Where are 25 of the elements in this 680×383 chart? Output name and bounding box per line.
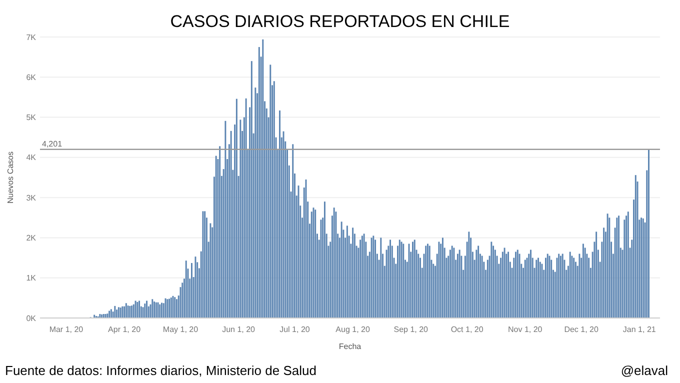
chart-title: CASOS DIARIOS REPORTADOS EN CHILE <box>170 12 510 31</box>
y-tick-label: 6K <box>26 72 37 82</box>
x-tick-label: Jan 1, 21 <box>622 325 656 334</box>
x-tick-label: Jun 1, 20 <box>222 325 256 334</box>
x-tick-label: May 1, 20 <box>162 325 199 334</box>
y-tick-label: 7K <box>26 32 37 42</box>
x-tick-label: Oct 1, 20 <box>450 325 484 334</box>
y-tick-label: 0K <box>26 314 37 323</box>
x-tick-label: Jul 1, 20 <box>280 325 310 334</box>
y-tick-label: 1K <box>26 274 37 283</box>
x-axis-title: Fecha <box>338 342 362 351</box>
x-tick-label: Sep 1, 20 <box>394 325 429 334</box>
x-tick-label: Aug 1, 20 <box>336 325 370 334</box>
x-tick-label: Mar 1, 20 <box>49 325 84 334</box>
x-tick-label: Nov 1, 20 <box>508 325 543 334</box>
y-tick-label: 3K <box>26 193 37 202</box>
y-tick-label: 2K <box>26 234 37 243</box>
text: @elaval <box>620 363 668 378</box>
y-tick-label: 4K <box>26 153 37 162</box>
y-tick-label: 5K <box>26 113 37 122</box>
y-axis-title: Nuevos Casos <box>6 151 15 204</box>
x-tick-label: Dec 1, 20 <box>564 325 599 334</box>
x-tick-label: Apr 1, 20 <box>108 325 142 334</box>
source-note: Fuente de datos: Informes diarios, Ministerio de Salud <box>5 363 316 378</box>
ref-line-label: 4,201 <box>42 139 63 148</box>
